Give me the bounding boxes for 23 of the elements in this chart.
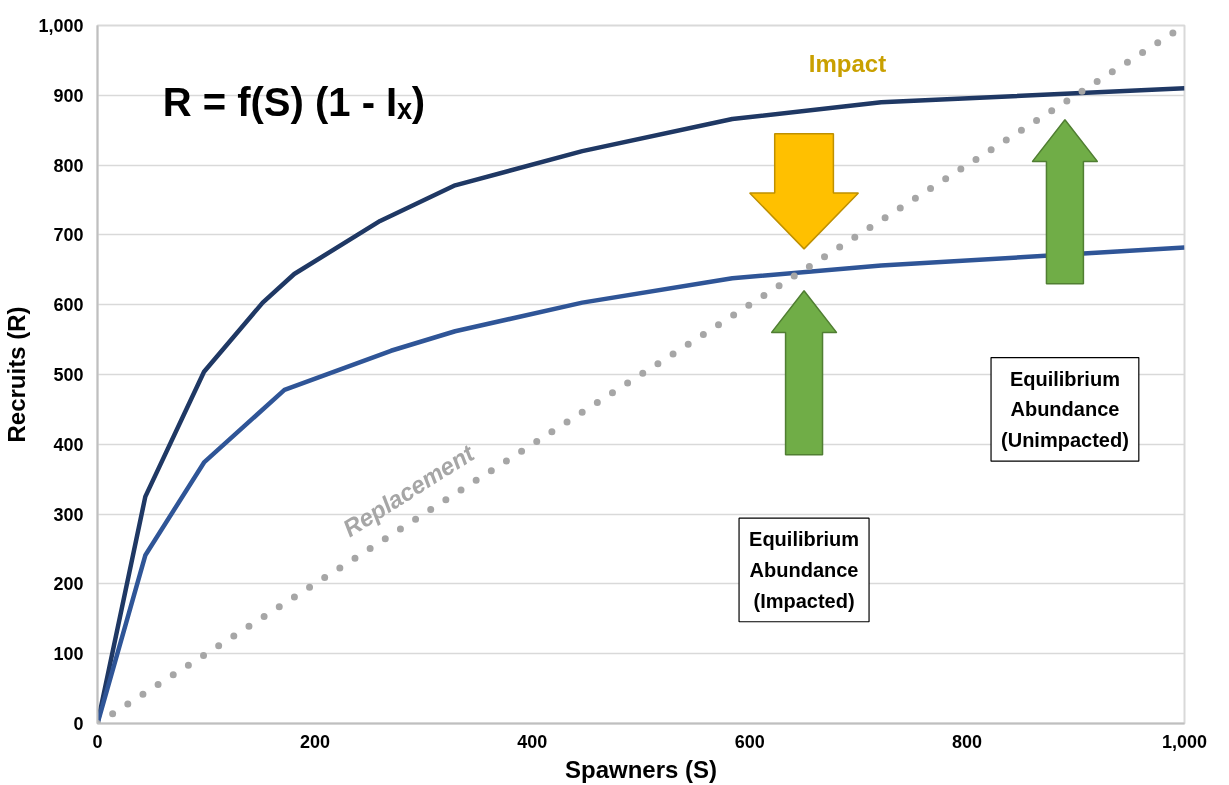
x-tick-label: 0 [92, 731, 103, 752]
y-tick-label: 600 [53, 295, 84, 316]
y-axis-title: Recruits (R) [3, 306, 31, 443]
x-tick-label: 1,000 [1161, 731, 1208, 752]
annotation: Impact [808, 50, 887, 78]
y-tick-label: 100 [53, 644, 84, 665]
y-tick-label: 0 [73, 714, 84, 734]
y-tick-label: 400 [53, 434, 84, 455]
y-tick-label: 200 [53, 574, 84, 595]
x-tick-label: 600 [734, 731, 765, 752]
x-axis-title: Spawners (S) [564, 755, 718, 783]
y-tick-label: 1,000 [38, 16, 84, 36]
x-tick-label: 800 [952, 731, 983, 752]
x-tick-label: 200 [299, 731, 330, 752]
annotation: Equilibrium Abundance (Impacted) [749, 528, 860, 612]
annotation: R = f(S) (1 - Iₓ) [162, 80, 426, 125]
y-tick-label: 300 [53, 504, 84, 525]
y-tick-label: 900 [53, 85, 84, 106]
annotation: Equilibrium Abundance (Unimpacted) [1001, 367, 1129, 452]
y-tick-label: 500 [53, 365, 84, 385]
x-tick-label: 400 [517, 731, 548, 752]
y-tick-label: 800 [53, 155, 84, 176]
y-tick-label: 700 [53, 225, 84, 246]
